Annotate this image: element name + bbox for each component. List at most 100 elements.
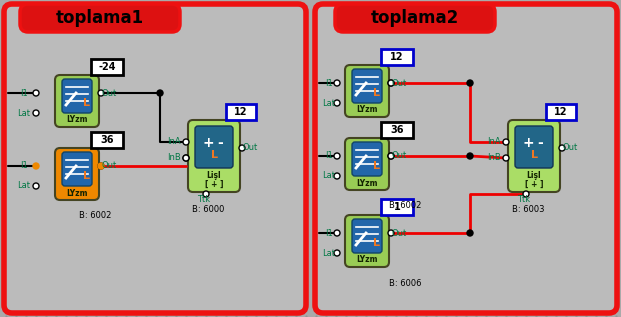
FancyBboxPatch shape — [352, 69, 382, 103]
Text: I1: I1 — [325, 229, 333, 237]
Text: L: L — [83, 98, 89, 108]
Text: I1: I1 — [20, 161, 28, 171]
Text: 36: 36 — [100, 135, 114, 145]
Text: 12: 12 — [555, 107, 568, 117]
Bar — [91, 59, 123, 75]
FancyBboxPatch shape — [508, 120, 560, 192]
Text: L: L — [530, 150, 538, 160]
Circle shape — [183, 155, 189, 161]
Text: L: L — [373, 161, 379, 171]
FancyBboxPatch shape — [315, 4, 617, 313]
Circle shape — [559, 145, 565, 151]
Text: toplama2: toplama2 — [371, 9, 459, 27]
Text: Out: Out — [391, 229, 407, 237]
Circle shape — [33, 163, 39, 169]
Text: 1: 1 — [394, 202, 401, 212]
FancyBboxPatch shape — [352, 142, 382, 176]
Text: LYzm: LYzm — [356, 178, 378, 187]
Text: Lat: Lat — [322, 249, 335, 257]
Text: Lişl: Lişl — [207, 171, 221, 180]
Text: InB: InB — [487, 153, 501, 163]
Text: I1: I1 — [325, 152, 333, 160]
FancyBboxPatch shape — [62, 79, 92, 113]
Text: Lat: Lat — [322, 171, 335, 180]
FancyBboxPatch shape — [55, 148, 99, 200]
Text: LYzm: LYzm — [356, 106, 378, 114]
Text: 36: 36 — [390, 125, 404, 135]
Text: Lat: Lat — [17, 108, 30, 118]
Circle shape — [334, 173, 340, 179]
Text: B: 6002: B: 6002 — [79, 211, 111, 221]
Bar — [91, 132, 123, 148]
Circle shape — [98, 90, 104, 96]
Bar — [381, 122, 413, 138]
Circle shape — [467, 230, 473, 236]
Text: toplama1: toplama1 — [56, 9, 144, 27]
FancyBboxPatch shape — [188, 120, 240, 192]
Circle shape — [388, 80, 394, 86]
Circle shape — [334, 250, 340, 256]
Circle shape — [157, 90, 163, 96]
Text: L: L — [83, 171, 89, 181]
Circle shape — [467, 153, 473, 159]
Text: -: - — [217, 136, 223, 150]
Text: Ttk: Ttk — [197, 196, 211, 204]
Text: L: L — [373, 238, 379, 248]
Text: LYzm: LYzm — [66, 115, 88, 125]
Circle shape — [503, 139, 509, 145]
Circle shape — [503, 155, 509, 161]
Text: Out: Out — [391, 79, 407, 87]
Text: +: + — [202, 136, 214, 150]
Bar — [226, 104, 256, 120]
FancyBboxPatch shape — [335, 4, 495, 32]
Text: B: 6006: B: 6006 — [389, 279, 421, 288]
Text: L: L — [373, 88, 379, 98]
Text: Out: Out — [242, 144, 258, 152]
Text: B: 6003: B: 6003 — [512, 205, 544, 215]
FancyBboxPatch shape — [62, 152, 92, 186]
Text: Ttk: Ttk — [517, 196, 530, 204]
FancyBboxPatch shape — [55, 75, 99, 127]
Text: InA: InA — [167, 138, 181, 146]
FancyBboxPatch shape — [20, 4, 180, 32]
Circle shape — [388, 153, 394, 159]
Text: +: + — [522, 136, 534, 150]
Text: Out: Out — [101, 88, 117, 98]
Circle shape — [183, 155, 189, 161]
Circle shape — [33, 90, 39, 96]
Circle shape — [467, 80, 473, 86]
Text: LYzm: LYzm — [356, 256, 378, 264]
Text: [ + ]: [ + ] — [525, 179, 543, 189]
Circle shape — [183, 139, 189, 145]
Circle shape — [239, 145, 245, 151]
FancyBboxPatch shape — [345, 215, 389, 267]
Circle shape — [388, 80, 394, 86]
Text: Out: Out — [101, 161, 117, 171]
Text: Lat: Lat — [17, 182, 30, 191]
Text: Out: Out — [391, 152, 407, 160]
Text: B: 6000: B: 6000 — [192, 205, 224, 215]
Text: [ + ]: [ + ] — [205, 179, 224, 189]
Circle shape — [334, 80, 340, 86]
FancyBboxPatch shape — [195, 126, 233, 168]
Circle shape — [334, 230, 340, 236]
Bar — [381, 199, 413, 215]
Text: L: L — [211, 150, 217, 160]
Bar — [381, 49, 413, 65]
FancyBboxPatch shape — [345, 65, 389, 117]
Text: I1: I1 — [20, 88, 28, 98]
FancyBboxPatch shape — [345, 138, 389, 190]
FancyBboxPatch shape — [4, 4, 306, 313]
Circle shape — [388, 230, 394, 236]
Bar — [546, 104, 576, 120]
Circle shape — [388, 153, 394, 159]
Text: 12: 12 — [390, 52, 404, 62]
FancyBboxPatch shape — [352, 219, 382, 253]
Circle shape — [203, 191, 209, 197]
Text: Lat: Lat — [322, 99, 335, 107]
FancyBboxPatch shape — [515, 126, 553, 168]
Text: Lişl: Lişl — [527, 171, 542, 180]
Text: InA: InA — [487, 138, 501, 146]
Circle shape — [98, 163, 104, 169]
Text: B: 6002: B: 6002 — [389, 202, 421, 210]
